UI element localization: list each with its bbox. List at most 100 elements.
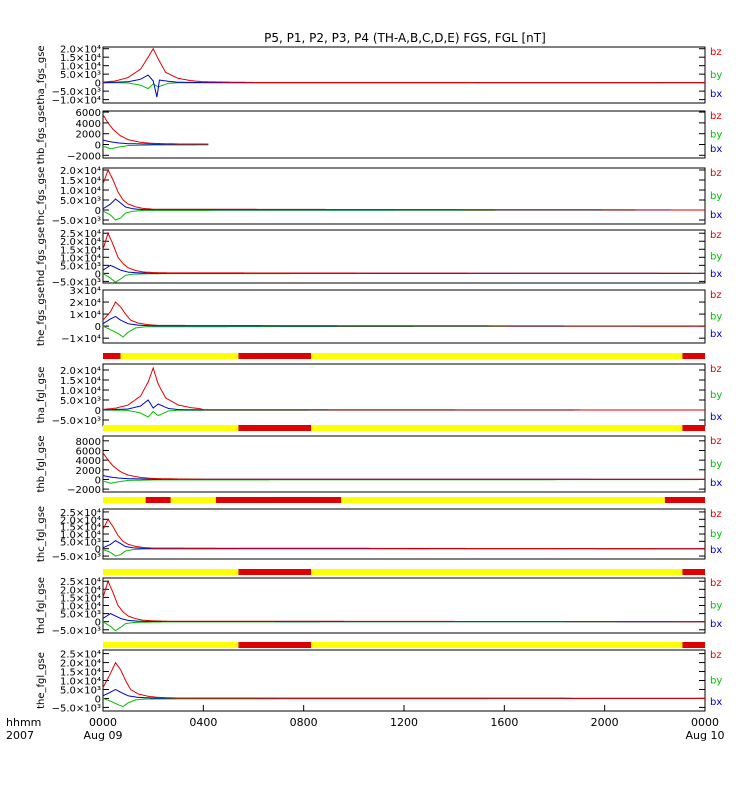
- series-line-by: [102, 209, 705, 221]
- legend-by: by: [710, 191, 722, 202]
- series-line-bx: [102, 315, 705, 327]
- legend-bx: bx: [710, 329, 722, 340]
- series-line-by: [102, 82, 705, 90]
- y-axis-label: thb_fgl_gse: [36, 436, 47, 493]
- panel-frame: [102, 229, 706, 284]
- y-tick-label: 1.0×10⁴: [60, 186, 101, 197]
- x-tick-label: 0000: [691, 716, 719, 729]
- y-tick-label: 2000: [76, 130, 101, 141]
- legend-bx: bx: [710, 545, 722, 556]
- legend-bx: bx: [710, 697, 722, 708]
- series-line-bx: [102, 399, 705, 411]
- y-tick-label: −5.0×10³: [52, 552, 101, 563]
- y-axis-label: the_fgl_gse: [36, 652, 47, 709]
- series-line-bz: [102, 579, 705, 623]
- series-line-bx: [102, 688, 705, 699]
- legend-bz: bz: [710, 509, 722, 520]
- quality-bar-segment: [341, 497, 665, 503]
- legend-bx: bx: [710, 269, 722, 280]
- y-tick-label: 0: [95, 322, 101, 333]
- y-tick-label: 1.0×10⁴: [60, 602, 101, 613]
- legend-by: by: [710, 312, 722, 323]
- y-tick-label: 0: [95, 618, 101, 629]
- y-tick-label: −5.0×10³: [52, 87, 101, 98]
- x-tick-label: 1200: [390, 716, 418, 729]
- panel-frame: [102, 167, 706, 225]
- series-line-bx: [102, 613, 705, 623]
- legend-bz: bz: [710, 578, 722, 589]
- panel-thc_fgs_gse: thc_fgs_gse 2.0×10⁴1.5×10⁴1.0×10⁴5.0×10³0…: [36, 166, 722, 227]
- y-tick-label: 2000: [76, 466, 101, 477]
- y-tick-label: 5.0×10³: [60, 685, 101, 696]
- y-tick-label: 0: [95, 406, 101, 417]
- panel-frame: [102, 46, 706, 104]
- y-tick-label: 4000: [76, 119, 101, 130]
- y-tick-label: 1.5×10⁴: [60, 176, 101, 187]
- series-line-bx: [103, 74, 705, 98]
- y-tick-label: 3×10⁴: [70, 286, 101, 297]
- legend-by: by: [710, 529, 722, 540]
- quality-bar-segment: [682, 642, 705, 648]
- y-tick-label: 2.5×10⁴: [60, 650, 101, 661]
- legend-by: by: [710, 70, 722, 81]
- legend-bz: bz: [710, 111, 722, 122]
- x-tick-label: 0800: [290, 716, 318, 729]
- y-tick-label: 2.0×10⁴: [60, 366, 101, 377]
- quality-bar-segment: [103, 353, 121, 359]
- x-tick-label: 1600: [490, 716, 518, 729]
- y-tick-label: 2.0×10⁴: [60, 166, 101, 177]
- panel-frame: [102, 508, 706, 560]
- x-tick-date: Aug 09: [84, 729, 123, 742]
- series-line-by: [102, 548, 705, 557]
- y-tick-label: 5.0×10³: [60, 196, 101, 207]
- series-line-bz: [102, 518, 705, 550]
- y-tick-label: 6000: [76, 108, 101, 119]
- y-tick-label: 6000: [76, 446, 101, 457]
- y-tick-label: 5.0×10³: [60, 70, 101, 81]
- panel-the_fgl_gse: the_fgl_gse 2.5×10⁴2.0×10⁴1.5×10⁴1.0×10⁴5…: [36, 649, 722, 714]
- y-tick-label: 1.0×10⁴: [60, 677, 101, 688]
- legend-bz: bz: [710, 436, 722, 447]
- y-tick-label: −1×10⁴: [61, 334, 101, 345]
- quality-bar-segment: [238, 425, 312, 431]
- legend-by: by: [710, 601, 722, 612]
- legend-bz: bz: [710, 290, 722, 301]
- quality-bar-segment: [682, 425, 705, 431]
- series-line-bx: [102, 539, 705, 550]
- quality-bar-segment: [103, 425, 239, 431]
- y-tick-label: 1.5×10⁴: [60, 376, 101, 387]
- legend-by: by: [710, 459, 722, 470]
- y-tick-label: 0: [95, 545, 101, 556]
- y-tick-label: 0: [95, 694, 101, 705]
- y-tick-label: 1.5×10⁴: [60, 668, 101, 679]
- legend-bz: bz: [710, 168, 722, 179]
- panel-frame: [102, 110, 706, 159]
- x-corner-label-year: 2007: [6, 729, 34, 742]
- quality-bar-segment: [311, 425, 683, 431]
- y-tick-label: 2.0×10⁴: [60, 659, 101, 670]
- y-tick-label: 2×10⁴: [70, 298, 101, 309]
- legend-bx: bx: [710, 412, 722, 423]
- panel-thd_fgs_gse: thd_fgs_gse 2.5×10⁴2.0×10⁴1.5×10⁴1.0×10⁴5…: [36, 227, 722, 289]
- y-tick-label: −2000: [67, 151, 101, 162]
- quality-bar-segment: [170, 497, 216, 503]
- quality-bar-segment: [103, 497, 146, 503]
- y-tick-label: 2.0×10⁴: [60, 237, 101, 248]
- series-line-bz: [102, 47, 705, 84]
- y-axis-label: thb_fgs_gse: [36, 105, 47, 164]
- quality-bar-segment: [311, 642, 683, 648]
- y-tick-label: −2000: [67, 485, 101, 496]
- legend-bx: bx: [710, 478, 722, 489]
- panel-tha_fgl_gse: tha_fgl_gse 2.0×10⁴1.5×10⁴1.0×10⁴5.0×10³0…: [36, 363, 722, 431]
- y-tick-label: 1.0×10⁴: [60, 386, 101, 397]
- legend-bx: bx: [710, 210, 722, 221]
- y-tick-label: −5.0×10³: [52, 626, 101, 637]
- legend-bx: bx: [710, 144, 722, 155]
- quality-bar-segment: [664, 497, 705, 503]
- y-tick-label: 1.5×10⁴: [60, 523, 101, 534]
- legend-bx: bx: [710, 619, 722, 630]
- y-axis-label: tha_fgl_gse: [36, 367, 47, 424]
